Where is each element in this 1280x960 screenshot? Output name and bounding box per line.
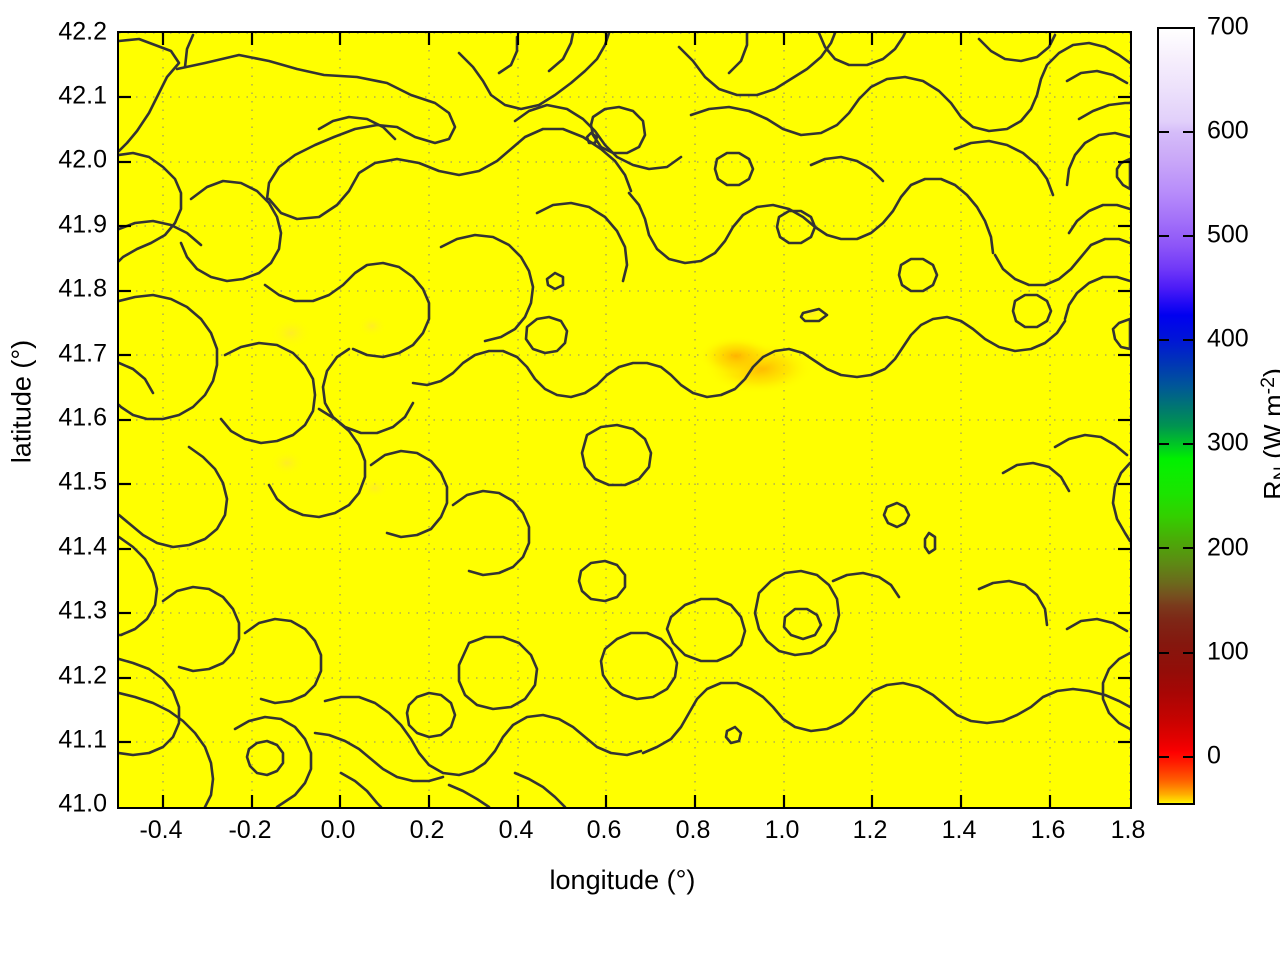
y-tick-label-42-0: 42.0 <box>58 145 107 174</box>
contour-plot-canvas <box>119 33 1130 807</box>
colorbar-tick-label-500: 500 <box>1207 220 1249 249</box>
grid-lines <box>119 33 1130 807</box>
y-tick-label-41-9: 41.9 <box>58 210 107 239</box>
y-tick-label-42-2: 42.2 <box>58 17 107 46</box>
y-tick-label-41-5: 41.5 <box>58 467 107 496</box>
x-tick-label-1-6: 1.6 <box>1030 816 1066 844</box>
colorbar-title-unit-prefix: (W m <box>1258 394 1280 459</box>
colorbar-title-subscript: N <box>1270 466 1280 480</box>
warm-anomaly-patches <box>269 305 824 498</box>
plot-area[interactable] <box>117 31 1132 809</box>
y-tick-label-41-7: 41.7 <box>58 339 107 368</box>
colorbar-tick-label-700: 700 <box>1207 12 1249 41</box>
y-tick-label-41-4: 41.4 <box>58 532 107 561</box>
x-tick-label-0-4: 0.4 <box>498 816 534 844</box>
colorbar-axis-title: RN (W m-2) <box>1257 314 1280 554</box>
colorbar-gradient <box>1157 27 1195 805</box>
y-tick-label-41-3: 41.3 <box>58 596 107 625</box>
y-tick-label-41-2: 41.2 <box>58 661 107 690</box>
colorbar-tick-label-100: 100 <box>1207 637 1249 666</box>
colorbar-tick-label-400: 400 <box>1207 324 1249 353</box>
x-tick-label-1-4: 1.4 <box>941 816 977 844</box>
colorbar-tick-label-200: 200 <box>1207 533 1249 562</box>
y-axis-title: latitude (°) <box>6 339 37 464</box>
y-tick-label-41-6: 41.6 <box>58 403 107 432</box>
x-tick-label-0-8: 0.8 <box>675 816 711 844</box>
contour-lines <box>119 33 1130 807</box>
x-tick-label-0-2: 0.2 <box>409 816 445 844</box>
colorbar-tick-label-300: 300 <box>1207 428 1249 457</box>
inner-tick-marks <box>119 33 1130 807</box>
colorbar-title-unit-exponent: -2 <box>1257 377 1279 395</box>
x-tick-label-neg0-2: -0.2 <box>228 816 272 844</box>
x-tick-label-neg0-4: -0.4 <box>139 816 183 844</box>
colorbar-title-base: R <box>1259 480 1280 500</box>
x-tick-label-0-0: 0.0 <box>320 816 356 844</box>
x-tick-label-1-2: 1.2 <box>852 816 888 844</box>
x-tick-label-1-0: 1.0 <box>764 816 800 844</box>
y-tick-label-42-1: 42.1 <box>58 81 107 110</box>
colorbar-title-unit-suffix: ) <box>1259 368 1280 377</box>
colorbar[interactable] <box>1157 27 1195 805</box>
colorbar-tick-label-600: 600 <box>1207 116 1249 145</box>
x-tick-label-1-8: 1.8 <box>1110 816 1146 844</box>
x-tick-label-0-6: 0.6 <box>586 816 622 844</box>
x-axis-title: longitude (°) <box>549 865 696 895</box>
y-tick-label-41-8: 41.8 <box>58 274 107 303</box>
y-tick-label-41-0: 41.0 <box>58 789 107 818</box>
colorbar-tick-label-0: 0 <box>1207 741 1221 770</box>
y-tick-label-41-1: 41.1 <box>58 725 107 754</box>
